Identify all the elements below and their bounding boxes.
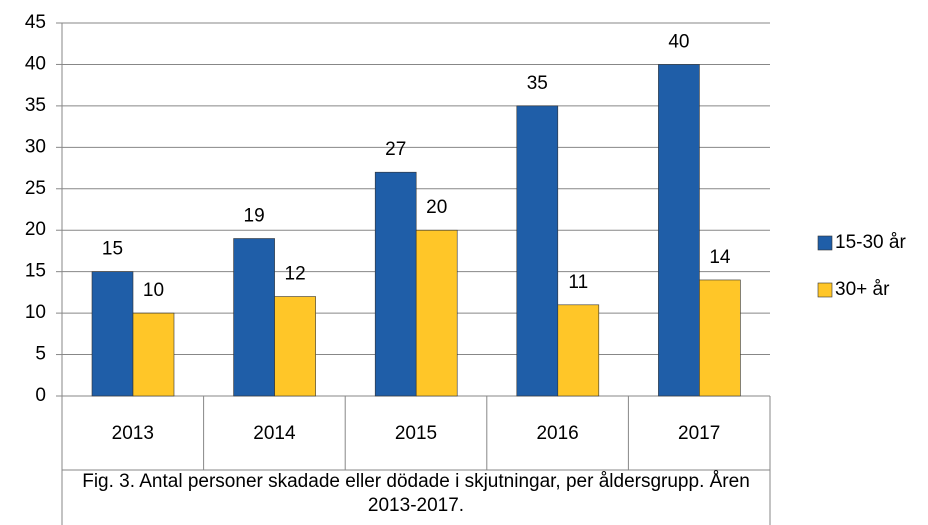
data-label: 14 bbox=[709, 247, 731, 268]
y-tick-label: 15 bbox=[25, 261, 46, 282]
bar bbox=[658, 64, 700, 397]
y-tick-label: 20 bbox=[25, 219, 46, 240]
y-tick-label: 45 bbox=[25, 12, 46, 33]
bar bbox=[132, 312, 175, 397]
data-label: 35 bbox=[527, 73, 548, 94]
x-tick-label: 2015 bbox=[395, 423, 437, 444]
data-label: 10 bbox=[143, 280, 164, 301]
data-label: 40 bbox=[668, 31, 689, 52]
bar bbox=[557, 304, 600, 397]
legend-swatch bbox=[817, 235, 833, 251]
x-tick-label: 2017 bbox=[678, 423, 720, 444]
y-tick-label: 10 bbox=[25, 302, 46, 323]
data-label: 11 bbox=[568, 272, 588, 293]
legend-swatch bbox=[817, 282, 833, 298]
bar bbox=[233, 238, 275, 397]
legend-label: 30+ år bbox=[835, 279, 890, 300]
bar bbox=[516, 105, 559, 397]
bar bbox=[91, 271, 134, 397]
data-label: 19 bbox=[244, 206, 265, 227]
x-tick-label: 2013 bbox=[112, 423, 154, 444]
data-label: 27 bbox=[385, 139, 406, 160]
x-tick-label: 2016 bbox=[536, 423, 578, 444]
data-label: 15 bbox=[102, 239, 123, 260]
bar bbox=[415, 229, 458, 397]
data-label: 20 bbox=[426, 197, 447, 218]
y-tick-label: 0 bbox=[35, 385, 46, 406]
data-label: 12 bbox=[285, 264, 306, 285]
legend-label: 15-30 år bbox=[835, 232, 906, 253]
bar bbox=[374, 171, 417, 397]
chart-caption: Fig. 3. Antal personer skadade eller död… bbox=[82, 471, 750, 516]
y-tick-label: 35 bbox=[25, 95, 46, 116]
x-tick-label: 2014 bbox=[253, 423, 296, 444]
y-tick-label: 25 bbox=[25, 178, 46, 199]
y-tick-label: 30 bbox=[25, 136, 46, 157]
bar bbox=[274, 296, 316, 397]
bar bbox=[699, 279, 741, 397]
y-tick-label: 40 bbox=[25, 53, 46, 74]
y-tick-label: 5 bbox=[35, 344, 46, 365]
